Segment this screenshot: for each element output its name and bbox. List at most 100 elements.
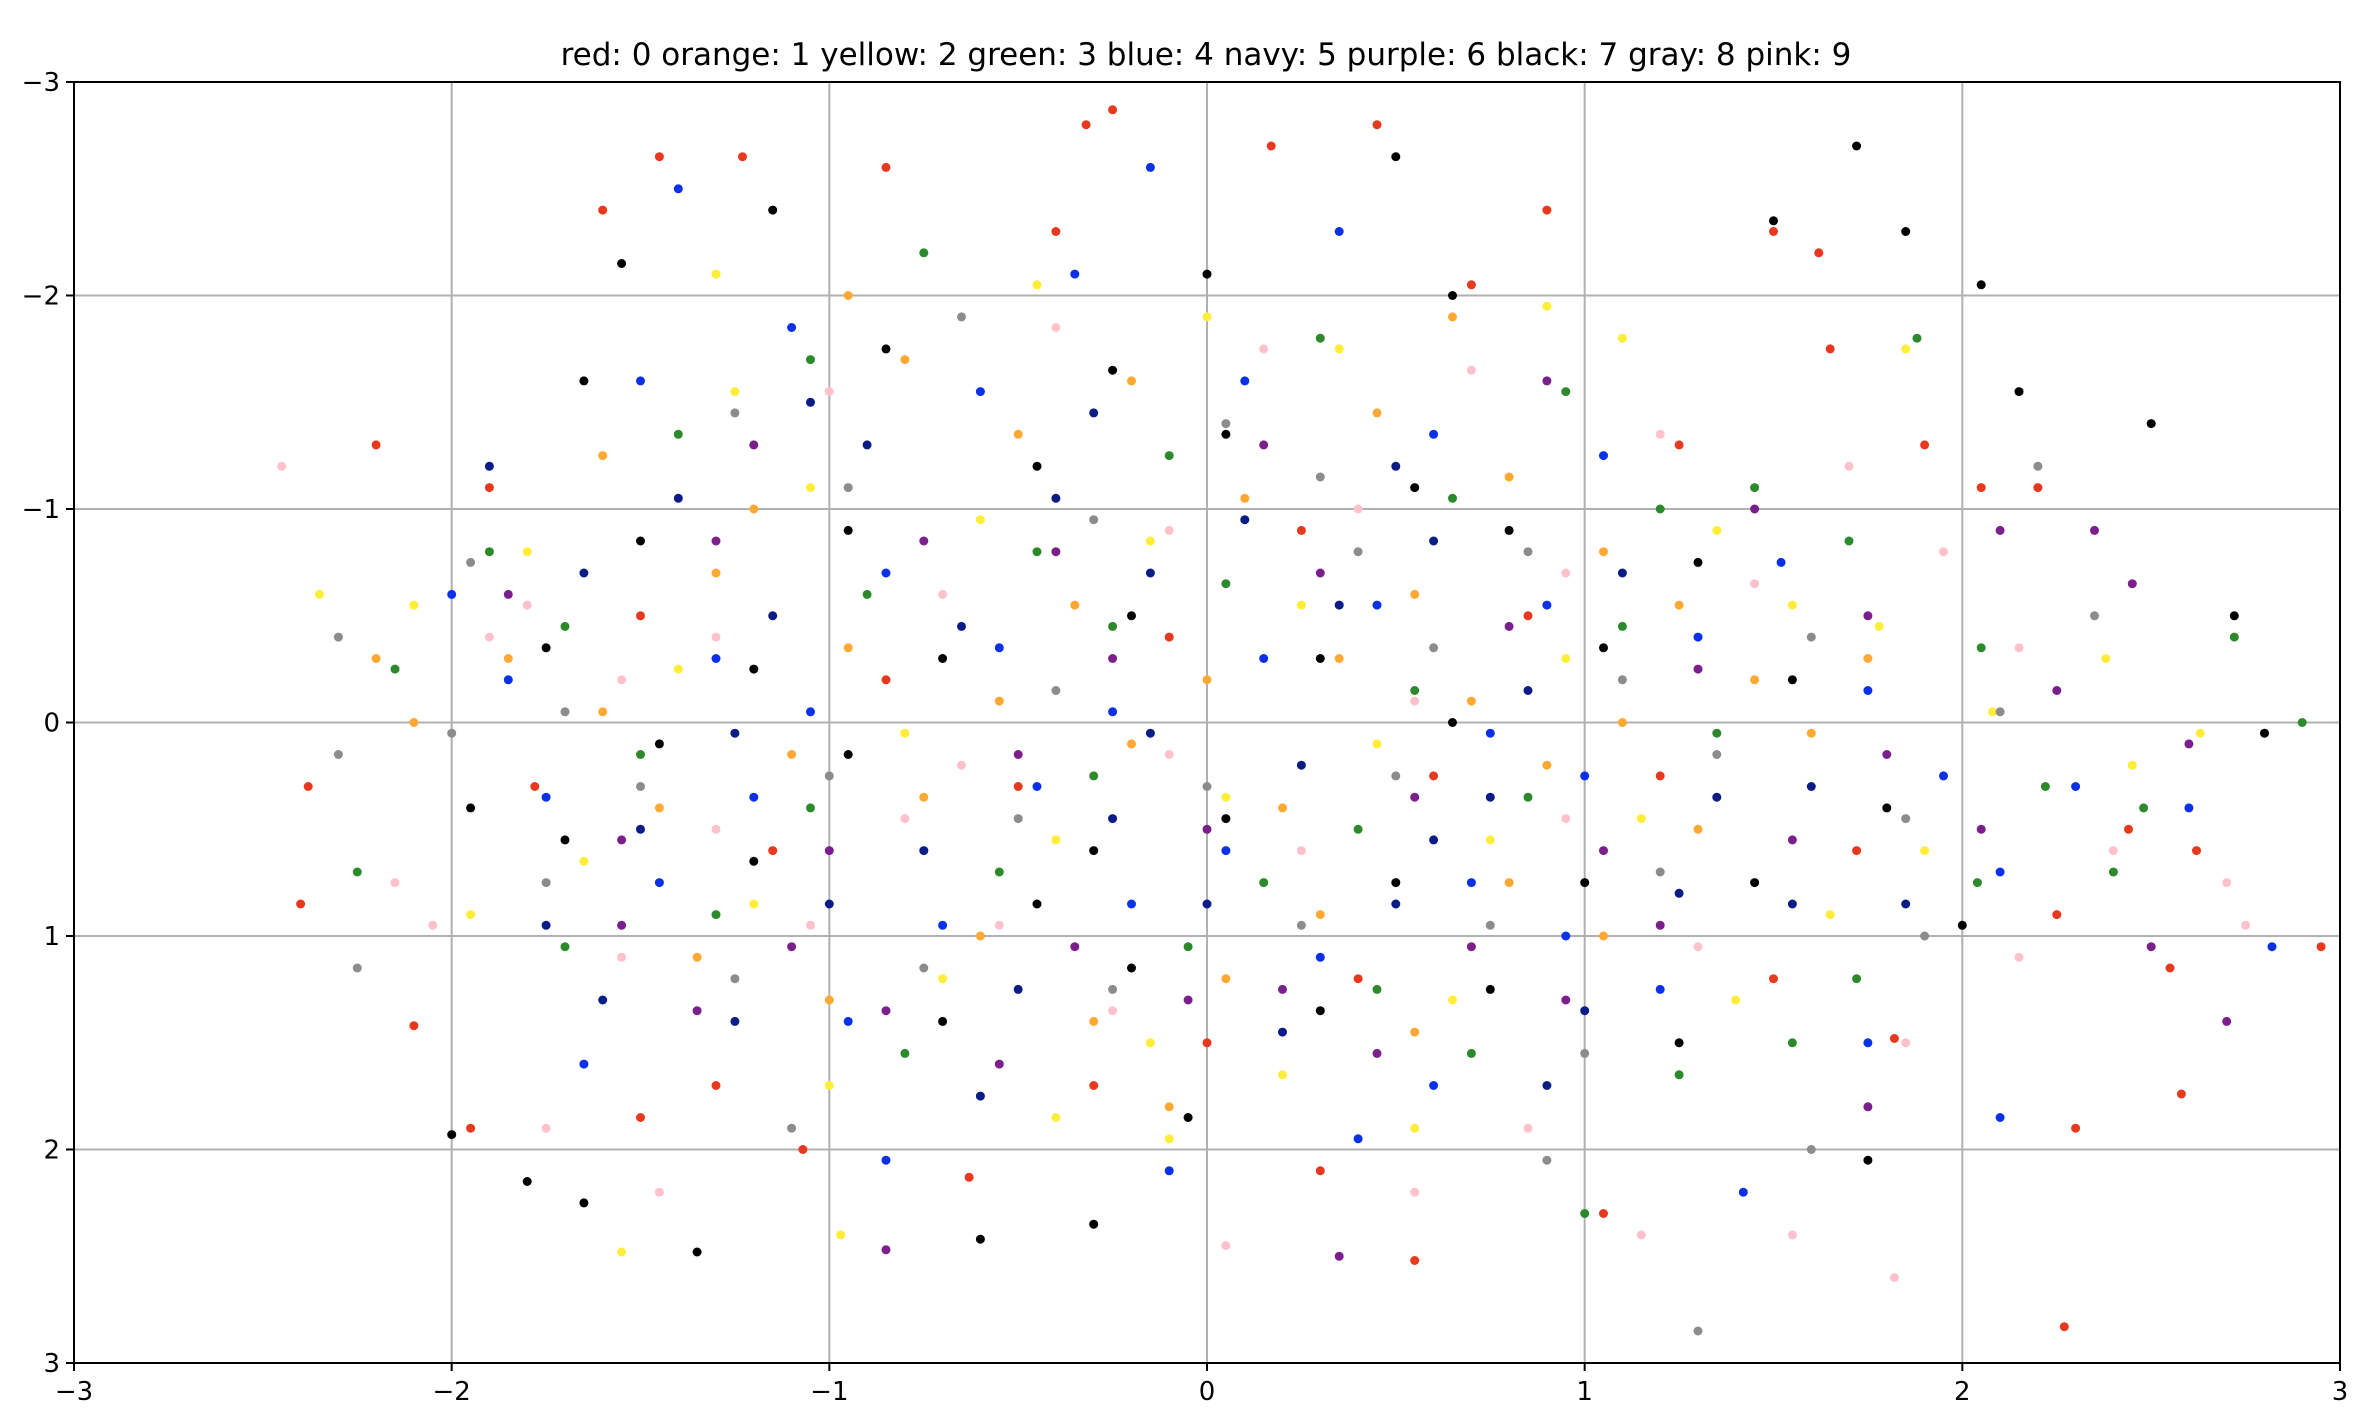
scatter-point	[1561, 995, 1571, 1005]
scatter-point	[1889, 1273, 1899, 1283]
scatter-point	[1145, 162, 1155, 172]
scatter-point	[530, 782, 540, 791]
scatter-point	[957, 621, 966, 631]
scatter-point	[730, 728, 740, 738]
scatter-point	[806, 803, 815, 813]
scatter-point	[1769, 227, 1778, 236]
scatter-point	[1315, 1006, 1325, 1016]
scatter-point	[1429, 1081, 1439, 1090]
scatter-point	[1806, 632, 1816, 642]
scatter-point	[1561, 654, 1571, 663]
scatter-point	[2222, 1016, 2232, 1026]
scatter-point	[1410, 696, 1420, 706]
scatter-point	[1863, 1102, 1873, 1112]
scatter-point	[1674, 1038, 1684, 1048]
scatter-point	[1863, 1155, 1873, 1165]
y-tick-label: 1	[43, 922, 60, 952]
scatter-point	[1466, 696, 1476, 706]
scatter-point	[1108, 814, 1118, 824]
scatter-point	[1617, 675, 1627, 685]
scatter-point	[994, 1059, 1004, 1069]
scatter-point	[1995, 707, 2005, 717]
scatter-point	[749, 792, 759, 802]
scatter-point	[1051, 686, 1061, 695]
scatter-point	[541, 920, 551, 930]
scatter-point	[1655, 984, 1665, 994]
scatter-point	[296, 899, 306, 909]
scatter-point	[881, 675, 891, 685]
scatter-point	[447, 728, 457, 738]
scatter-point	[1315, 654, 1325, 663]
scatter-point	[1655, 920, 1665, 930]
scatter-point	[484, 547, 494, 557]
scatter-point	[730, 974, 740, 984]
scatter-point	[1920, 440, 1930, 450]
scatter-point	[824, 771, 834, 781]
scatter-point	[2184, 739, 2194, 749]
scatter-point	[371, 440, 381, 450]
scatter-point	[1920, 846, 1930, 856]
scatter-point	[1863, 654, 1873, 663]
scatter-point	[2127, 579, 2137, 589]
scatter-point	[843, 483, 853, 493]
scatter-point	[787, 323, 797, 332]
scatter-point	[2052, 686, 2062, 695]
scatter-point	[806, 397, 815, 407]
x-tick-label: −1	[810, 1377, 848, 1407]
scatter-point	[409, 1021, 419, 1031]
scatter-point	[994, 867, 1004, 877]
scatter-point	[711, 536, 721, 546]
scatter-point	[1882, 803, 1892, 813]
scatter-point	[560, 707, 570, 717]
scatter-point	[749, 856, 759, 866]
scatter-point	[1334, 1251, 1344, 1261]
scatter-point	[1617, 718, 1627, 727]
scatter-point	[1712, 525, 1722, 535]
scatter-point	[1032, 782, 1042, 791]
scatter-point	[730, 387, 740, 397]
scatter-point	[1145, 728, 1155, 738]
scatter-point	[1334, 344, 1344, 354]
scatter-point	[1051, 493, 1061, 503]
scatter-point	[522, 600, 532, 610]
scatter-point	[1051, 1113, 1061, 1122]
scatter-point	[1391, 461, 1401, 471]
scatter-point	[1315, 910, 1325, 920]
y-tick-label: −1	[22, 495, 60, 525]
scatter-point	[975, 931, 985, 941]
scatter-point	[303, 782, 313, 791]
scatter-point	[2297, 718, 2307, 727]
scatter-point	[900, 814, 910, 824]
scatter-point	[1032, 461, 1042, 471]
scatter-point	[1542, 376, 1552, 386]
scatter-point	[333, 750, 343, 759]
scatter-point	[824, 899, 834, 909]
scatter-point	[1391, 152, 1401, 162]
scatter-point	[1580, 1048, 1590, 1058]
scatter-point	[1674, 440, 1684, 450]
scatter-point	[1183, 995, 1193, 1005]
scatter-point	[1599, 846, 1608, 856]
scatter-point	[1372, 739, 1382, 749]
scatter-point	[2108, 867, 2118, 877]
scatter-point	[711, 910, 721, 920]
scatter-point	[1693, 557, 1703, 567]
scatter-point	[1391, 899, 1401, 909]
scatter-point	[503, 654, 513, 663]
scatter-point	[2014, 387, 2024, 397]
scatter-point	[1901, 1038, 1911, 1048]
scatter-point	[673, 664, 683, 674]
scatter-point	[1901, 344, 1911, 354]
scatter-point	[1852, 974, 1862, 984]
scatter-point	[447, 1130, 457, 1140]
scatter-point	[654, 152, 664, 162]
scatter-point	[1334, 600, 1344, 610]
scatter-point	[824, 846, 834, 856]
scatter-point	[1221, 974, 1231, 984]
scatter-point	[749, 664, 759, 674]
scatter-point	[1353, 504, 1363, 514]
scatter-point	[711, 1081, 721, 1090]
scatter-point	[900, 1048, 910, 1058]
scatter-point	[1259, 440, 1269, 450]
